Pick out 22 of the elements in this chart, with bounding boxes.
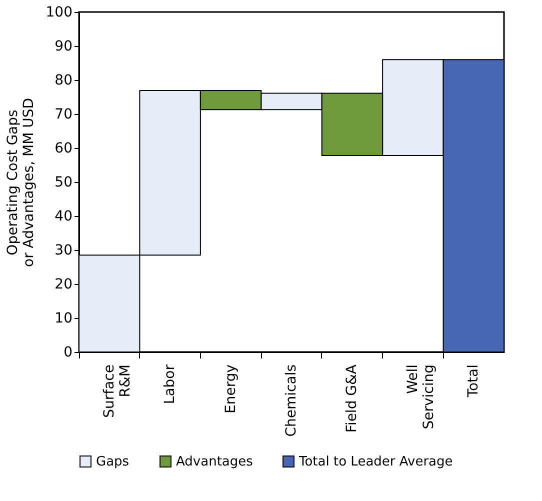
y-tick-label: 100 [46, 4, 72, 20]
x-tick-label: Well Servicing [404, 364, 437, 430]
y-tick-label: 30 [54, 242, 72, 258]
y-tick-label: 10 [54, 310, 72, 326]
legend-label: Gaps [96, 454, 130, 470]
y-tick-label: 50 [54, 174, 72, 190]
y-tick-label: 90 [54, 38, 72, 54]
x-tick-label: Labor [162, 364, 178, 404]
x-tick-label: Energy [222, 364, 239, 414]
y-tick-label: 40 [54, 208, 72, 224]
x-tick-label: Surface R&M [101, 364, 134, 418]
y-tick-label: 80 [54, 72, 72, 88]
y-tick-label: 70 [54, 106, 72, 122]
legend-label: Total to Leader Average [298, 454, 453, 470]
y-tick-label: 60 [54, 140, 72, 156]
x-tick-label: Chemicals [284, 364, 300, 437]
x-tick-label: Field G&A [344, 364, 360, 433]
legend-label: Advantages [176, 454, 254, 470]
y-tick-label: 20 [54, 276, 72, 292]
x-tick-label: Total [466, 364, 482, 398]
y-tick-label: 0 [64, 344, 72, 360]
y-axis-title: Operating Cost Gaps or Advantages, MM USD [4, 98, 37, 268]
